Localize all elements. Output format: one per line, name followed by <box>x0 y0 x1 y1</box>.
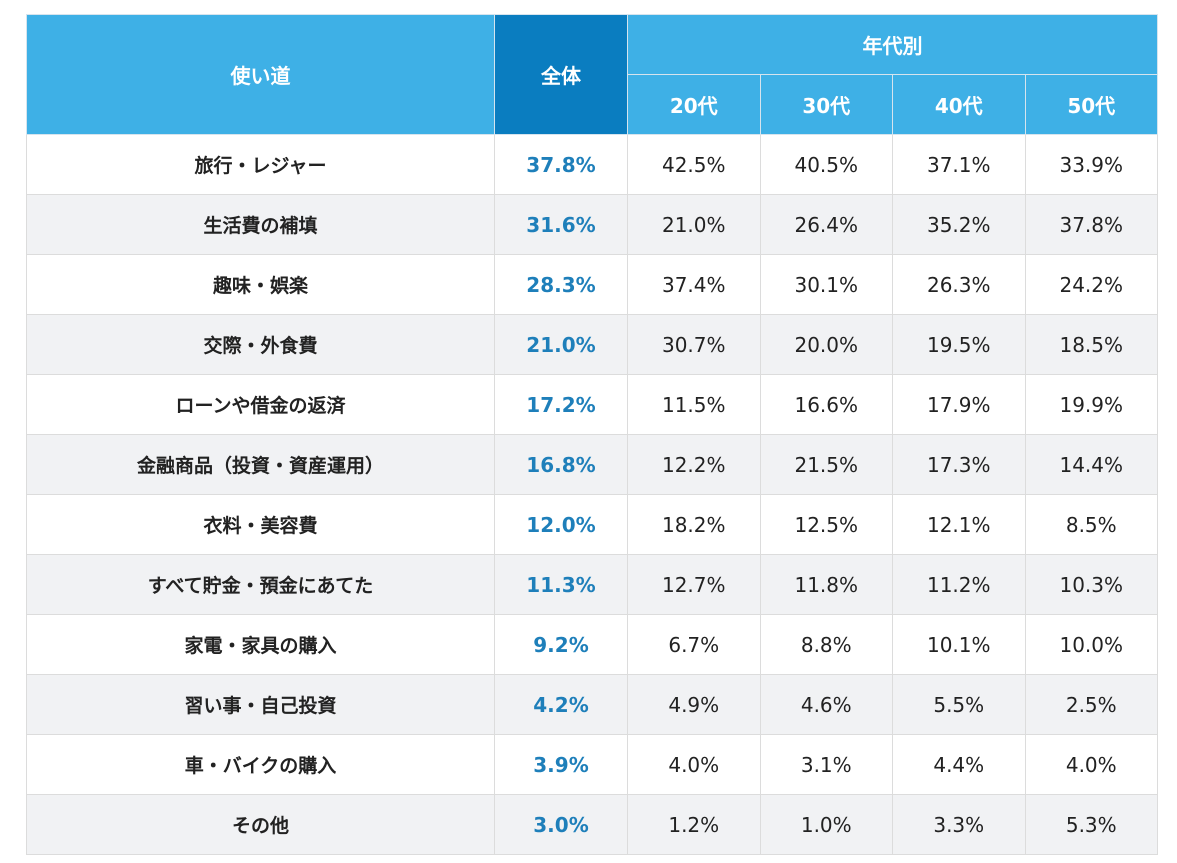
cell-50s: 8.5% <box>1024 494 1158 555</box>
header-age-30s: 30代 <box>759 74 893 135</box>
cell-40s: 12.1% <box>892 494 1026 555</box>
header-age-50s: 50代 <box>1024 74 1158 135</box>
row-label: 交際・外食費 <box>26 314 495 375</box>
table-row: 交際・外食費 21.0% 30.7% 20.0% 19.5% 18.5% <box>26 314 1158 375</box>
cell-30s: 40.5% <box>759 134 893 195</box>
table-row: 金融商品（投資・資産運用） 16.8% 12.2% 21.5% 17.3% 14.4% <box>26 434 1158 495</box>
cell-40s: 26.3% <box>892 254 1026 315</box>
table-row: 習い事・自己投資 4.2% 4.9% 4.6% 5.5% 2.5% <box>26 674 1158 735</box>
cell-30s: 30.1% <box>759 254 893 315</box>
cell-20s: 21.0% <box>627 194 761 255</box>
row-label: その他 <box>26 794 495 855</box>
cell-40s: 10.1% <box>892 614 1026 675</box>
cell-30s: 8.8% <box>759 614 893 675</box>
cell-20s: 1.2% <box>627 794 761 855</box>
cell-30s: 21.5% <box>759 434 893 495</box>
table-body: 旅行・レジャー 37.8% 42.5% 40.5% 37.1% 33.9% 生活費の補填 31… <box>26 134 1158 855</box>
cell-50s: 33.9% <box>1024 134 1158 195</box>
cell-50s: 37.8% <box>1024 194 1158 255</box>
row-label: 趣味・娯楽 <box>26 254 495 315</box>
cell-all: 3.9% <box>494 734 628 795</box>
cell-all: 9.2% <box>494 614 628 675</box>
cell-40s: 19.5% <box>892 314 1026 375</box>
row-label: 旅行・レジャー <box>26 134 495 195</box>
cell-30s: 20.0% <box>759 314 893 375</box>
header-all: 全体 <box>494 14 628 135</box>
cell-50s: 18.5% <box>1024 314 1158 375</box>
table-row: 趣味・娯楽 28.3% 37.4% 30.1% 26.3% 24.2% <box>26 254 1158 315</box>
cell-20s: 18.2% <box>627 494 761 555</box>
row-label: 衣料・美容費 <box>26 494 495 555</box>
cell-20s: 11.5% <box>627 374 761 435</box>
cell-20s: 37.4% <box>627 254 761 315</box>
cell-all: 28.3% <box>494 254 628 315</box>
cell-30s: 16.6% <box>759 374 893 435</box>
cell-30s: 26.4% <box>759 194 893 255</box>
table-row: 車・バイクの購入 3.9% 4.0% 3.1% 4.4% 4.0% <box>26 734 1158 795</box>
cell-40s: 17.9% <box>892 374 1026 435</box>
cell-all: 31.6% <box>494 194 628 255</box>
cell-50s: 24.2% <box>1024 254 1158 315</box>
usage-by-age-table: 使い道 全体 年代別 20代 30代 40代 50代 旅行・レジャー 37.8% 4… <box>26 14 1158 855</box>
cell-20s: 6.7% <box>627 614 761 675</box>
table-row: 旅行・レジャー 37.8% 42.5% 40.5% 37.1% 33.9% <box>26 134 1158 195</box>
table-header: 使い道 全体 年代別 20代 30代 40代 50代 <box>26 14 1158 135</box>
cell-40s: 3.3% <box>892 794 1026 855</box>
table-row: 衣料・美容費 12.0% 18.2% 12.5% 12.1% 8.5% <box>26 494 1158 555</box>
row-label: 習い事・自己投資 <box>26 674 495 735</box>
row-label: ローンや借金の返済 <box>26 374 495 435</box>
table-row: すべて貯金・預金にあてた 11.3% 12.7% 11.8% 11.2% 10.3% <box>26 554 1158 615</box>
table-row: 生活費の補填 31.6% 21.0% 26.4% 35.2% 37.8% <box>26 194 1158 255</box>
cell-40s: 17.3% <box>892 434 1026 495</box>
cell-all: 21.0% <box>494 314 628 375</box>
cell-20s: 30.7% <box>627 314 761 375</box>
cell-20s: 12.7% <box>627 554 761 615</box>
cell-30s: 12.5% <box>759 494 893 555</box>
header-age-group: 年代別 <box>627 14 1158 75</box>
cell-all: 4.2% <box>494 674 628 735</box>
table-row: ローンや借金の返済 17.2% 11.5% 16.6% 17.9% 19.9% <box>26 374 1158 435</box>
cell-40s: 4.4% <box>892 734 1026 795</box>
cell-30s: 11.8% <box>759 554 893 615</box>
cell-20s: 12.2% <box>627 434 761 495</box>
cell-all: 16.8% <box>494 434 628 495</box>
cell-50s: 10.0% <box>1024 614 1158 675</box>
cell-50s: 19.9% <box>1024 374 1158 435</box>
cell-40s: 37.1% <box>892 134 1026 195</box>
cell-30s: 1.0% <box>759 794 893 855</box>
table-row: 家電・家具の購入 9.2% 6.7% 8.8% 10.1% 10.0% <box>26 614 1158 675</box>
cell-40s: 11.2% <box>892 554 1026 615</box>
header-age-40s: 40代 <box>892 74 1026 135</box>
cell-30s: 4.6% <box>759 674 893 735</box>
cell-all: 12.0% <box>494 494 628 555</box>
cell-40s: 5.5% <box>892 674 1026 735</box>
cell-40s: 35.2% <box>892 194 1026 255</box>
header-use: 使い道 <box>26 14 495 135</box>
header-age-20s: 20代 <box>627 74 761 135</box>
cell-50s: 5.3% <box>1024 794 1158 855</box>
cell-all: 37.8% <box>494 134 628 195</box>
row-label: すべて貯金・預金にあてた <box>26 554 495 615</box>
cell-all: 17.2% <box>494 374 628 435</box>
cell-20s: 4.0% <box>627 734 761 795</box>
table-row: その他 3.0% 1.2% 1.0% 3.3% 5.3% <box>26 794 1158 855</box>
row-label: 車・バイクの購入 <box>26 734 495 795</box>
cell-50s: 2.5% <box>1024 674 1158 735</box>
row-label: 金融商品（投資・資産運用） <box>26 434 495 495</box>
cell-20s: 42.5% <box>627 134 761 195</box>
cell-20s: 4.9% <box>627 674 761 735</box>
cell-30s: 3.1% <box>759 734 893 795</box>
cell-all: 11.3% <box>494 554 628 615</box>
row-label: 生活費の補填 <box>26 194 495 255</box>
row-label: 家電・家具の購入 <box>26 614 495 675</box>
cell-50s: 4.0% <box>1024 734 1158 795</box>
cell-50s: 14.4% <box>1024 434 1158 495</box>
cell-50s: 10.3% <box>1024 554 1158 615</box>
cell-all: 3.0% <box>494 794 628 855</box>
